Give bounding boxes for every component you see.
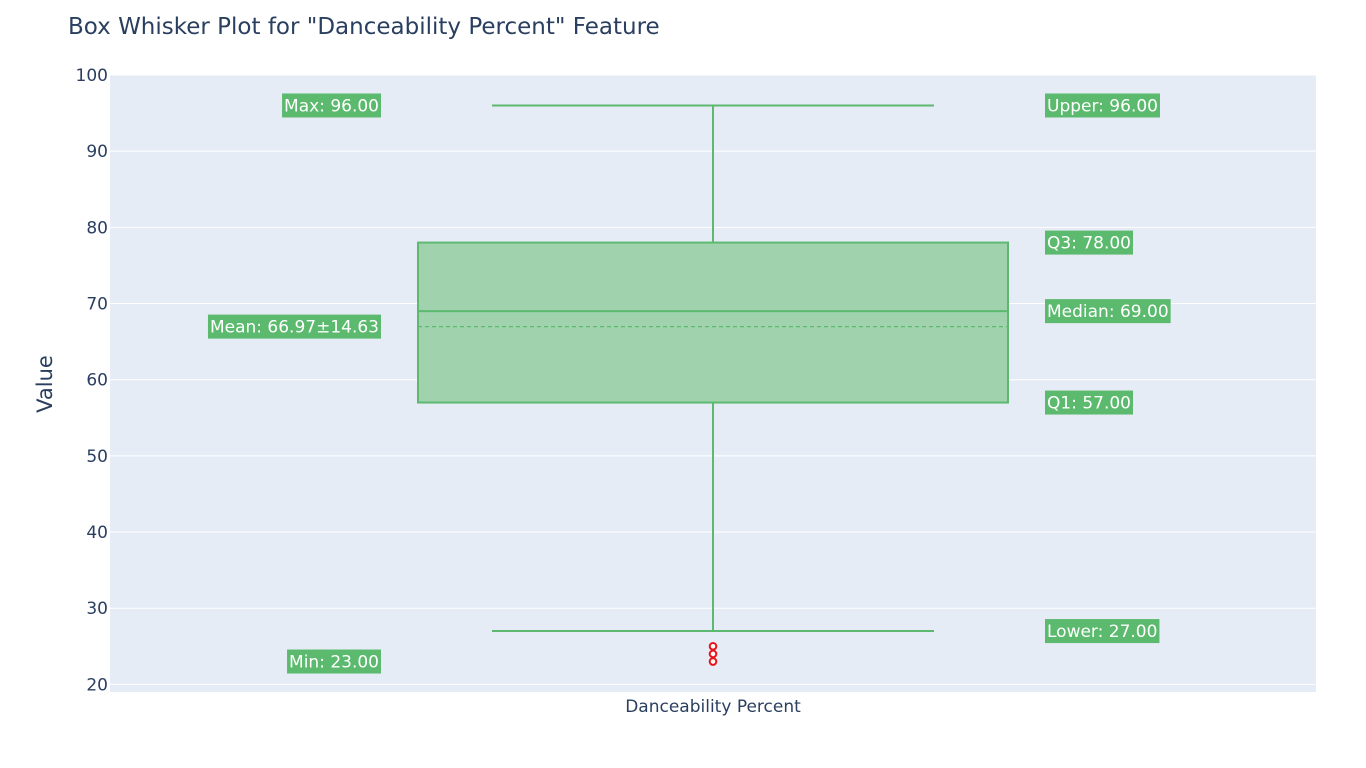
outlier-point-1 <box>708 649 718 659</box>
label-mean-bg <box>207 314 381 339</box>
label-min-text: Min: 23.00 <box>289 653 379 673</box>
label-lower: Lower: 27.00 <box>1045 619 1160 644</box>
label-mean: Mean: 66.97±14.63 <box>207 314 381 339</box>
label-q1: Q1: 57.00 <box>1045 390 1133 415</box>
label-upper: Upper: 96.00 <box>1045 93 1160 118</box>
label-lower-bg <box>1045 619 1160 644</box>
stat-labels: Max: 96.00 Mean: 66.97±14.63 Min: 23.00 Upp… <box>207 93 1171 674</box>
label-mean-text: Mean: 66.97±14.63 <box>210 318 379 338</box>
label-min: Min: 23.00 <box>287 649 381 674</box>
label-upper-text: Upper: 96.00 <box>1047 96 1158 116</box>
label-median-bg <box>1045 299 1171 324</box>
label-median: Median: 69.00 <box>1045 299 1171 324</box>
label-max-bg <box>282 93 381 118</box>
y-tick-40: 40 <box>86 523 108 543</box>
x-category-label: Danceability Percent <box>625 697 801 717</box>
label-lower-text: Lower: 27.00 <box>1047 622 1157 642</box>
y-tick-30: 30 <box>86 599 108 619</box>
y-tick-90: 90 <box>86 142 108 162</box>
y-tick-80: 80 <box>86 218 108 238</box>
label-q3-bg <box>1045 230 1133 255</box>
outlier-points <box>708 641 718 666</box>
y-tick-labels: 20 30 40 50 60 70 80 90 100 <box>76 66 108 695</box>
y-tick-20: 20 <box>86 675 108 695</box>
y-tick-60: 60 <box>86 371 108 391</box>
label-q3-text: Q3: 78.00 <box>1047 234 1131 254</box>
y-tick-100: 100 <box>76 66 108 86</box>
label-q1-text: Q1: 57.00 <box>1047 394 1131 414</box>
y-tick-50: 50 <box>86 447 108 467</box>
label-max-text: Max: 96.00 <box>284 96 379 116</box>
box-trace <box>417 104 1009 633</box>
iqr-box <box>417 241 1009 404</box>
label-upper-bg <box>1045 93 1160 118</box>
y-tick-70: 70 <box>86 295 108 315</box>
label-max: Max: 96.00 <box>282 93 381 118</box>
label-median-text: Median: 69.00 <box>1047 302 1169 322</box>
label-q3: Q3: 78.00 <box>1045 230 1133 255</box>
label-min-bg <box>287 649 381 674</box>
chart-title: Box Whisker Plot for "Danceability Perce… <box>68 14 660 40</box>
outlier-point-0 <box>708 641 718 651</box>
outlier-point-2 <box>708 657 718 666</box>
y-axis-label: Value <box>33 355 57 413</box>
label-q1-bg <box>1045 390 1133 415</box>
